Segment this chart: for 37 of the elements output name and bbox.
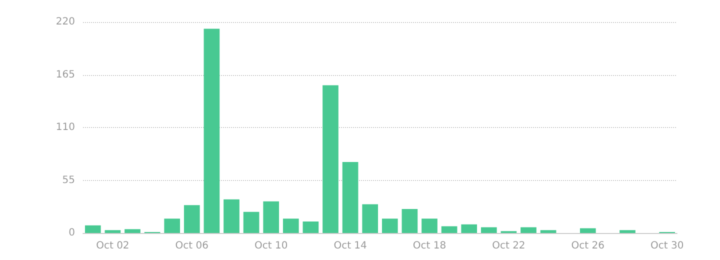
x-tick-label: Oct 10 <box>254 240 288 252</box>
x-tick-label: Oct 02 <box>96 240 130 252</box>
x-tick-label: Oct 06 <box>175 240 208 252</box>
bar <box>461 224 478 233</box>
bar <box>124 229 140 233</box>
y-tick-label: 110 <box>56 122 75 133</box>
bar <box>382 218 398 233</box>
bar <box>263 201 280 233</box>
bar <box>342 162 358 233</box>
bar <box>302 221 319 233</box>
bar <box>282 218 299 233</box>
bar <box>441 226 458 233</box>
bar <box>580 228 596 233</box>
bar <box>104 230 121 233</box>
bar <box>204 28 220 233</box>
bar <box>224 199 240 233</box>
bar <box>620 230 636 233</box>
bar <box>184 205 200 233</box>
bar <box>480 227 497 233</box>
bar <box>422 218 438 233</box>
x-tick-label: Oct 14 <box>334 240 367 252</box>
x-tick-label: Oct 22 <box>492 240 526 252</box>
bar <box>402 209 418 233</box>
bar <box>243 212 260 233</box>
bar <box>322 85 338 233</box>
bar <box>164 218 180 233</box>
x-tick-label: Oct 26 <box>571 240 604 252</box>
bar <box>362 204 378 233</box>
bar <box>520 227 536 233</box>
x-tick-label: Oct 18 <box>412 240 446 252</box>
bar <box>540 230 556 233</box>
y-tick-label: 0 <box>68 228 75 238</box>
x-tick-label: Oct 30 <box>650 240 684 252</box>
y-tick-label: 165 <box>56 69 75 80</box>
y-tick-label: 220 <box>56 16 75 28</box>
y-tick-label: 55 <box>62 174 75 186</box>
bar <box>84 225 101 233</box>
